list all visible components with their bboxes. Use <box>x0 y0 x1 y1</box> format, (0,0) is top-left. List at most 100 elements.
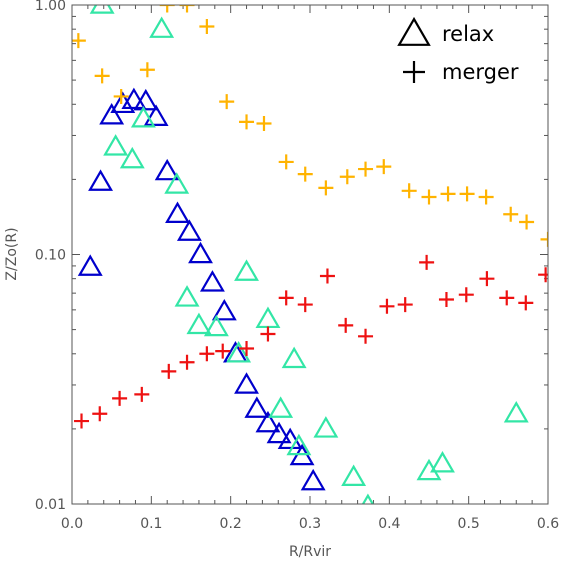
data-point-triangle <box>211 298 237 321</box>
data-point-plus <box>458 287 474 303</box>
data-point-plus <box>112 390 128 406</box>
data-point-plus <box>318 180 334 196</box>
series-2 <box>89 5 529 504</box>
data-point-triangle <box>133 88 159 111</box>
series-1 <box>77 87 326 491</box>
data-point-triangle <box>203 314 229 337</box>
data-point-triangle <box>149 16 175 38</box>
data-point-plus <box>256 116 272 132</box>
data-point-plus <box>92 406 108 422</box>
data-point-plus <box>358 328 374 344</box>
data-point-triangle <box>119 146 145 169</box>
data-point-triangle <box>188 241 213 264</box>
y-tick-label: 0.01 <box>35 497 66 513</box>
data-point-plus <box>199 346 215 362</box>
data-point-plus <box>94 68 110 84</box>
data-point-triangle <box>165 201 190 223</box>
data-point-plus <box>113 88 129 104</box>
data-point-plus <box>440 186 456 202</box>
data-point-triangle <box>268 396 294 418</box>
data-point-plus <box>421 189 437 205</box>
data-point-plus <box>74 413 90 429</box>
x-tick-label: 0.2 <box>220 516 242 532</box>
data-point-plus <box>278 154 294 170</box>
data-point-triangle <box>266 421 292 444</box>
data-point-plus <box>478 189 494 205</box>
data-point-triangle <box>121 87 147 110</box>
data-point-triangle <box>77 254 103 276</box>
data-point-triangle <box>255 410 281 433</box>
data-point-triangle <box>89 5 115 14</box>
data-point-triangle <box>226 341 252 363</box>
legend: relax merger <box>397 16 519 84</box>
data-point-triangle <box>234 259 259 281</box>
data-point-triangle <box>313 416 339 438</box>
data-point-triangle <box>361 493 375 504</box>
data-point-plus <box>459 186 475 202</box>
data-point-triangle <box>174 285 200 307</box>
x-tick-label: 0.3 <box>299 516 321 532</box>
data-point-triangle <box>176 219 202 241</box>
data-point-plus <box>339 169 355 185</box>
x-axis-label: R/Rvir <box>289 544 331 560</box>
data-point-plus <box>540 231 548 247</box>
data-point-plus <box>499 290 515 306</box>
data-point-triangle <box>300 468 326 491</box>
data-point-triangle <box>88 169 114 191</box>
data-point-plus <box>297 166 313 182</box>
data-point-plus <box>438 292 454 308</box>
data-point-triangle <box>130 106 156 128</box>
plot-frame <box>71 4 549 505</box>
data-point-plus <box>278 290 294 306</box>
x-tick-label: 0.6 <box>537 516 559 532</box>
legend-triangle-icon <box>397 16 431 46</box>
data-point-plus <box>401 183 417 199</box>
data-point-plus <box>518 295 534 311</box>
legend-label: relax <box>442 22 494 46</box>
data-point-plus <box>239 340 255 356</box>
data-point-plus <box>219 94 235 110</box>
data-point-plus <box>338 317 354 333</box>
data-point-plus <box>379 298 395 314</box>
data-point-triangle <box>286 433 312 456</box>
x-tick-label: 0.5 <box>458 516 480 532</box>
data-point-plus <box>179 354 195 370</box>
data-point-triangle <box>341 464 367 487</box>
axes: 0.0 0.1 0.2 0.3 0.4 0.5 0.6 0.01 0.10 1.00 <box>35 0 559 532</box>
x-tick-label: 0.1 <box>140 516 162 532</box>
data-point-plus <box>503 206 519 222</box>
data-point-plus <box>199 19 215 35</box>
data-point-triangle <box>99 102 125 125</box>
x-tick-label: 0.4 <box>378 516 400 532</box>
data-points <box>72 5 548 504</box>
data-point-triangle <box>277 427 303 450</box>
data-point-plus <box>239 114 255 130</box>
data-point-plus <box>215 343 231 359</box>
y-tick-label: 0.10 <box>35 248 66 264</box>
data-point-plus <box>358 161 374 177</box>
data-point-triangle <box>234 372 259 394</box>
data-point-triangle <box>416 458 442 481</box>
data-point-plus <box>139 62 155 78</box>
data-point-plus <box>297 297 313 313</box>
data-point-triangle <box>143 104 169 126</box>
data-point-plus <box>397 297 413 313</box>
data-point-triangle <box>154 158 180 181</box>
data-point-triangle <box>164 172 190 194</box>
data-point-plus <box>179 5 195 13</box>
legend-plus-icon <box>403 61 425 83</box>
data-point-plus <box>419 254 435 270</box>
series-4 <box>74 254 548 429</box>
data-point-triangle <box>103 134 129 156</box>
data-point-triangle <box>186 312 212 335</box>
data-point-triangle <box>503 401 529 423</box>
x-tick-label: 0.0 <box>61 516 83 532</box>
data-point-triangle <box>430 451 455 473</box>
data-point-plus <box>319 268 335 284</box>
data-point-plus <box>161 363 177 379</box>
data-point-triangle <box>281 346 307 369</box>
data-point-plus <box>538 267 548 283</box>
data-point-plus <box>519 214 535 230</box>
data-point-triangle <box>244 396 270 418</box>
